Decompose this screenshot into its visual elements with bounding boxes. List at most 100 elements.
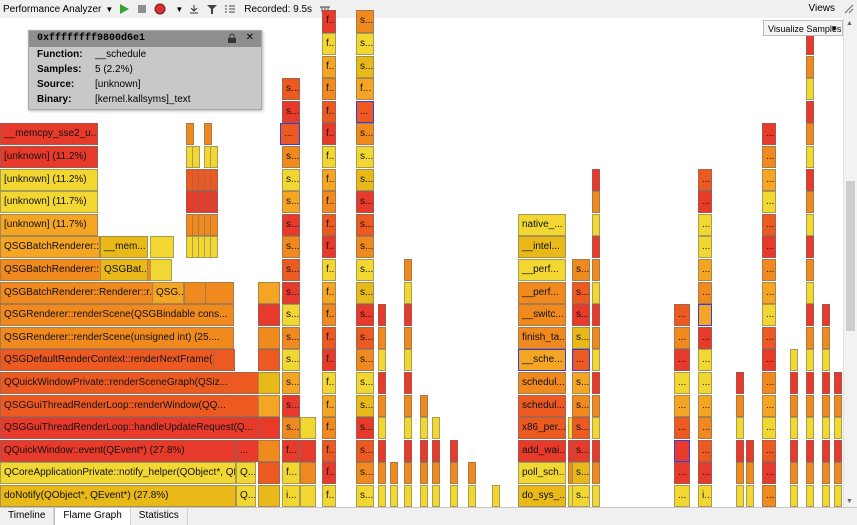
- flame-frame[interactable]: [834, 439, 842, 462]
- flame-frame[interactable]: s...: [282, 394, 300, 417]
- flame-frame[interactable]: f...: [322, 439, 336, 462]
- flame-frame[interactable]: add_wai...: [518, 439, 566, 462]
- flame-frame[interactable]: s...: [356, 281, 374, 304]
- flame-frame[interactable]: s...: [356, 236, 374, 259]
- flame-frame[interactable]: ...: [762, 349, 776, 372]
- flame-frame[interactable]: [592, 259, 600, 282]
- flame-frame[interactable]: f...: [322, 33, 336, 56]
- flame-frame[interactable]: do_sys_...: [518, 485, 566, 508]
- flame-frame[interactable]: QSGDefaultRenderContext::renderNextFrame…: [0, 349, 234, 372]
- flame-frame[interactable]: [746, 462, 754, 485]
- flame-frame[interactable]: [592, 417, 600, 440]
- flame-frame[interactable]: Q...: [236, 485, 256, 508]
- flame-frame[interactable]: f...: [322, 326, 336, 349]
- flame-frame[interactable]: f...: [322, 123, 336, 146]
- flame-frame[interactable]: s...: [572, 304, 590, 327]
- flame-frame[interactable]: [404, 439, 412, 462]
- flame-frame[interactable]: s...: [356, 55, 374, 78]
- flame-frame[interactable]: ...: [698, 417, 712, 440]
- flame-frame[interactable]: ...: [762, 168, 776, 191]
- flame-frame[interactable]: [378, 372, 386, 395]
- flame-frame[interactable]: ...: [674, 485, 690, 508]
- flame-frame[interactable]: ...: [698, 213, 712, 236]
- flame-frame[interactable]: [258, 281, 280, 304]
- flame-frame[interactable]: [790, 485, 798, 508]
- flame-frame[interactable]: [378, 304, 386, 327]
- flame-frame[interactable]: [258, 326, 280, 349]
- flame-frame[interactable]: [806, 236, 814, 259]
- flame-frame[interactable]: ...: [698, 439, 712, 462]
- flame-frame[interactable]: schedul...: [518, 372, 566, 395]
- flame-frame[interactable]: s...: [282, 78, 300, 101]
- flame-frame[interactable]: [210, 236, 218, 259]
- flame-frame[interactable]: [746, 439, 754, 462]
- flame-frame[interactable]: ...: [762, 394, 776, 417]
- flame-frame[interactable]: [150, 259, 172, 282]
- flame-frame[interactable]: f...: [322, 168, 336, 191]
- flame-frame[interactable]: [378, 462, 386, 485]
- flame-frame[interactable]: s...: [356, 485, 374, 508]
- flame-frame[interactable]: [420, 462, 428, 485]
- flame-frame[interactable]: [806, 394, 814, 417]
- flame-frame[interactable]: ...: [698, 281, 712, 304]
- flame-frame[interactable]: [806, 462, 814, 485]
- flame-frame[interactable]: ...: [762, 146, 776, 169]
- flame-frame[interactable]: [736, 485, 744, 508]
- flame-frame[interactable]: ...: [698, 168, 712, 191]
- flame-frame[interactable]: [210, 213, 218, 236]
- start-icon[interactable]: [117, 2, 131, 16]
- flame-frame[interactable]: [378, 485, 386, 508]
- flame-frame[interactable]: [592, 439, 600, 462]
- flame-frame[interactable]: [404, 259, 412, 282]
- flame-frame[interactable]: [790, 372, 798, 395]
- flame-frame[interactable]: [806, 123, 814, 146]
- flame-frame[interactable]: ...: [698, 259, 712, 282]
- flame-frame[interactable]: schedul...: [518, 394, 566, 417]
- flame-frame[interactable]: x86_per...: [518, 417, 566, 440]
- flame-frame[interactable]: s...: [572, 439, 590, 462]
- flame-frame[interactable]: [404, 326, 412, 349]
- flame-frame[interactable]: [404, 281, 412, 304]
- chevron-up-icon[interactable]: ▲: [846, 20, 853, 27]
- tab-timeline[interactable]: Timeline: [0, 508, 55, 525]
- flame-frame[interactable]: s...: [282, 349, 300, 372]
- flame-frame[interactable]: [806, 417, 814, 440]
- flame-frame[interactable]: s...: [356, 326, 374, 349]
- analyzer-title[interactable]: Performance Analyzer: [3, 3, 102, 15]
- flame-frame[interactable]: QQuickWindow::event(QEvent*) (27.8%): [0, 439, 236, 462]
- flame-frame[interactable]: f...: [322, 259, 336, 282]
- tab-flame-graph[interactable]: Flame Graph: [54, 508, 131, 525]
- flame-frame[interactable]: s...: [356, 191, 374, 214]
- flame-frame[interactable]: s...: [356, 372, 374, 395]
- flame-frame[interactable]: [186, 123, 194, 146]
- flame-frame[interactable]: s...: [356, 417, 374, 440]
- flame-frame[interactable]: [unknown] (11.2%): [0, 168, 98, 191]
- flame-frame[interactable]: ...: [674, 394, 690, 417]
- flame-frame[interactable]: [592, 304, 600, 327]
- flame-frame[interactable]: [378, 394, 386, 417]
- flame-frame[interactable]: s...: [572, 259, 590, 282]
- flame-frame[interactable]: [822, 417, 830, 440]
- flame-frame[interactable]: [822, 485, 830, 508]
- flame-frame[interactable]: ...: [762, 281, 776, 304]
- flame-frame[interactable]: [834, 372, 842, 395]
- flame-frame[interactable]: s...: [282, 146, 300, 169]
- flame-frame[interactable]: QSG...: [152, 281, 184, 304]
- flame-frame[interactable]: [806, 439, 814, 462]
- flame-frame[interactable]: [790, 349, 798, 372]
- flame-frame[interactable]: [404, 417, 412, 440]
- flame-frame[interactable]: QSGBatchRenderer::...: [0, 236, 100, 259]
- flame-frame[interactable]: s...: [282, 100, 300, 123]
- chevron-down-icon[interactable]: ▼: [846, 498, 853, 505]
- flame-frame[interactable]: [806, 55, 814, 78]
- flame-frame[interactable]: [150, 236, 174, 259]
- flame-frame[interactable]: QSGRenderer::renderScene(QSGBindable con…: [0, 304, 234, 327]
- flame-frame[interactable]: [204, 123, 212, 146]
- flame-frame[interactable]: [806, 78, 814, 101]
- flame-frame[interactable]: s...: [282, 372, 300, 395]
- flame-frame[interactable]: [806, 281, 814, 304]
- flame-frame[interactable]: [404, 304, 412, 327]
- flame-frame[interactable]: s...: [572, 372, 590, 395]
- flame-frame[interactable]: s...: [572, 417, 590, 440]
- flame-frame[interactable]: QSGRenderer::renderScene(unsigned int) (…: [0, 326, 234, 349]
